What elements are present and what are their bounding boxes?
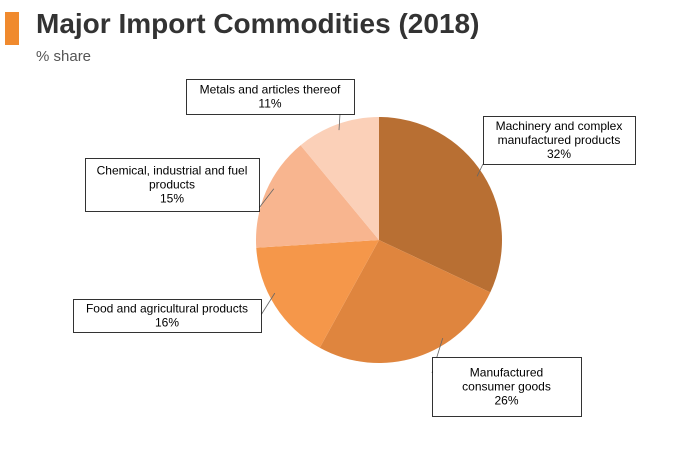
slice-label: Food and agricultural products: [86, 302, 248, 316]
slice-label: products: [149, 178, 195, 192]
callout-leader-line: [476, 163, 484, 177]
slice-value-label: 11%: [258, 97, 281, 111]
slice-label: Manufactured: [470, 366, 543, 380]
chart-title: Major Import Commodities (2018): [36, 8, 480, 39]
slice-label: Metals and articles thereof: [200, 83, 341, 97]
slice-value-label: 32%: [547, 147, 571, 161]
pie-slices: [255, 117, 502, 364]
pie-slice: [300, 117, 379, 240]
slice-label: manufactured products: [498, 133, 621, 147]
pie-slice: [379, 117, 502, 293]
callout-leader-line: [260, 292, 276, 316]
callout-leader-line: [258, 188, 275, 209]
slice-value-label: 26%: [494, 394, 518, 408]
callout-leader-line: [338, 113, 341, 131]
callout-box: [186, 79, 355, 115]
slice-label: consumer goods: [462, 380, 551, 394]
pie-slice: [255, 145, 379, 248]
slice-label: Machinery and complex: [496, 119, 623, 133]
callout-box: [73, 299, 262, 333]
slice-label: Chemical, industrial and fuel: [97, 164, 248, 178]
title-accent-bar: [5, 12, 19, 45]
slice-value-label: 16%: [155, 316, 179, 330]
callout-box: [85, 158, 260, 212]
callout-box: [432, 357, 582, 417]
slice-value-label: 15%: [160, 192, 184, 206]
callout-box: [483, 116, 636, 165]
chart-subtitle: % share: [36, 48, 92, 65]
pie-slice: [319, 240, 491, 364]
pie-slice: [256, 240, 379, 348]
